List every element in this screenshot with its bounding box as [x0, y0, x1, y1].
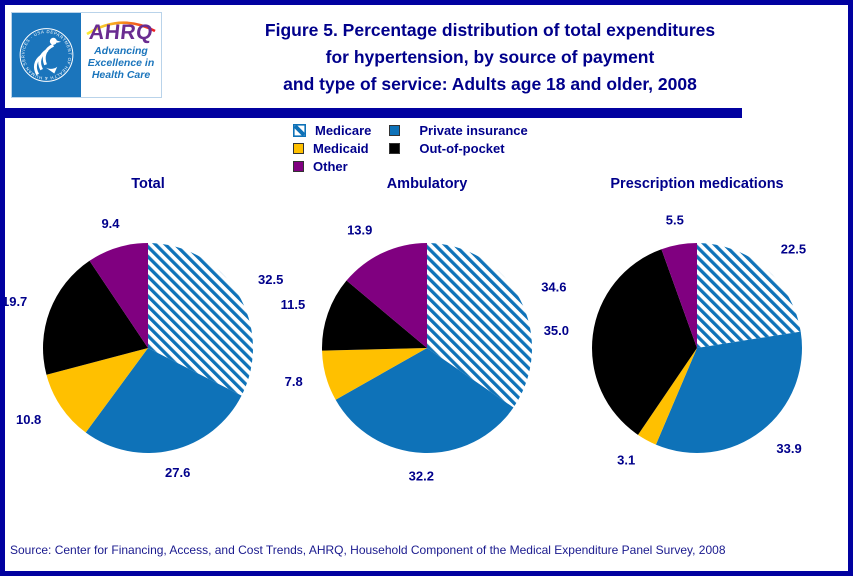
legend-label: Other: [313, 158, 348, 174]
pie-slice-private-insurance: [335, 348, 514, 453]
pie-value-label-medicare: 34.6: [541, 279, 566, 294]
hatched-swatch-icon: [293, 123, 306, 137]
legend-item-medicaid: Medicaid: [293, 139, 371, 157]
pie-value-label-medicare: 22.5: [781, 241, 806, 256]
pie-value-label-private-insurance: 32.2: [409, 468, 434, 483]
pie-slice-medicare: [148, 243, 254, 396]
figure-title: Figure 5. Percentage distribution of tot…: [170, 17, 810, 98]
pie-value-label-medicaid: 3.1: [617, 453, 635, 468]
pie-prescription: 22.5 33.9 3.1 35.0 5.5: [537, 198, 848, 500]
legend-column-2: Private insurance Out-of-pocket: [389, 121, 528, 175]
pie-slice-medicare: [697, 243, 801, 348]
source-note: Source: Center for Financing, Access, an…: [10, 543, 726, 557]
pie-value-label-out-of-pocket: 19.7: [2, 294, 27, 309]
tagline-line-1: Advancing: [94, 45, 148, 57]
pie-value-label-out-of-pocket: 11.5: [281, 297, 306, 312]
pie-slice-out-of-pocket: [321, 280, 427, 351]
chart-title-ambulatory: Ambulatory: [386, 176, 468, 192]
other-swatch-icon: [293, 160, 304, 172]
pie-value-label-other: 13.9: [347, 223, 372, 238]
pie-slice-other: [661, 243, 697, 348]
chart-title-total: Total: [131, 176, 165, 192]
ahrq-tagline: Advancing Excellence in Health Care: [81, 45, 161, 81]
pie-value-label-private-insurance: 33.9: [776, 441, 801, 456]
pie-slice-medicare: [427, 243, 532, 408]
pie-slice-out-of-pocket: [592, 249, 697, 435]
pie-value-label-other: 9.4: [101, 216, 120, 231]
figure-title-line-3: and type of service: Adults age 18 and o…: [283, 74, 697, 94]
pie-value-label-other: 5.5: [666, 212, 684, 227]
ahrq-wordmark: AHRQ Advancing Excellence in Health Care: [81, 13, 161, 97]
pie-slice-other: [346, 243, 427, 348]
legend-item-other: Other: [293, 157, 371, 175]
pie-chart-total: Total 32.5 27.6 10.8 19.7 9.4: [2, 176, 308, 500]
legend-column-1: Medicare Medicaid Other: [293, 121, 371, 175]
figure-title-line-2: for hypertension, by source of payment: [325, 47, 655, 67]
pie-ambulatory: 34.6 32.2 7.8 11.5 13.9: [267, 198, 587, 500]
tagline-line-3: Health Care: [91, 69, 151, 81]
pie-value-label-medicaid: 10.8: [16, 412, 41, 427]
tagline-line-2: Excellence in: [87, 57, 155, 69]
legend-label: Medicare: [315, 122, 372, 138]
hhs-seal-icon: DEPARTMENT OF HEALTH & HUMAN SERVICES · …: [12, 13, 81, 97]
pie-slice-medicaid: [46, 348, 148, 433]
pie-total: 32.5 27.6 10.8 19.7 9.4: [2, 198, 308, 500]
private-insurance-swatch-icon: [389, 124, 401, 136]
figure-title-line-1: Figure 5. Percentage distribution of tot…: [264, 20, 716, 40]
pie-chart-prescription: Prescription medications 22.5 33.9 3.1 35.0…: [537, 176, 848, 500]
ahrq-acronym: AHRQ: [87, 21, 155, 44]
legend-label: Medicaid: [313, 140, 369, 156]
eagle-icon: [33, 37, 62, 76]
legend-item-out-of-pocket: Out-of-pocket: [389, 139, 527, 157]
pie-slice-private-insurance: [85, 348, 242, 454]
legend-item-private-insurance: Private insurance: [389, 121, 528, 139]
legend-label: Out-of-pocket: [419, 140, 505, 156]
pie-slice-private-insurance: [655, 331, 803, 453]
chart-title-prescription: Prescription medications: [610, 176, 784, 192]
ahrq-logo: DEPARTMENT OF HEALTH & HUMAN SERVICES · …: [11, 12, 162, 98]
pie-slice-medicaid: [637, 348, 697, 445]
ahrq-arc-icon: [86, 21, 156, 36]
pie-slice-medicaid: [322, 348, 427, 400]
legend: Medicare Medicaid Other Private insurance O…: [293, 121, 528, 175]
out-of-pocket-swatch-icon: [389, 142, 401, 154]
pie-slice-out-of-pocket: [42, 260, 148, 375]
pie-value-label-private-insurance: 27.6: [165, 465, 190, 480]
pie-value-label-out-of-pocket: 35.0: [544, 323, 569, 338]
header-divider: [5, 108, 742, 118]
legend-label: Private insurance: [419, 122, 528, 138]
pie-value-label-medicare: 32.5: [258, 272, 283, 287]
pie-value-label-medicaid: 7.8: [285, 374, 303, 389]
medicaid-swatch-icon: [293, 142, 304, 154]
pie-chart-ambulatory: Ambulatory 34.6 32.2 7.8 11.5 13.9: [267, 176, 587, 500]
legend-item-medicare: Medicare: [293, 121, 371, 139]
pie-slice-other: [89, 243, 148, 348]
